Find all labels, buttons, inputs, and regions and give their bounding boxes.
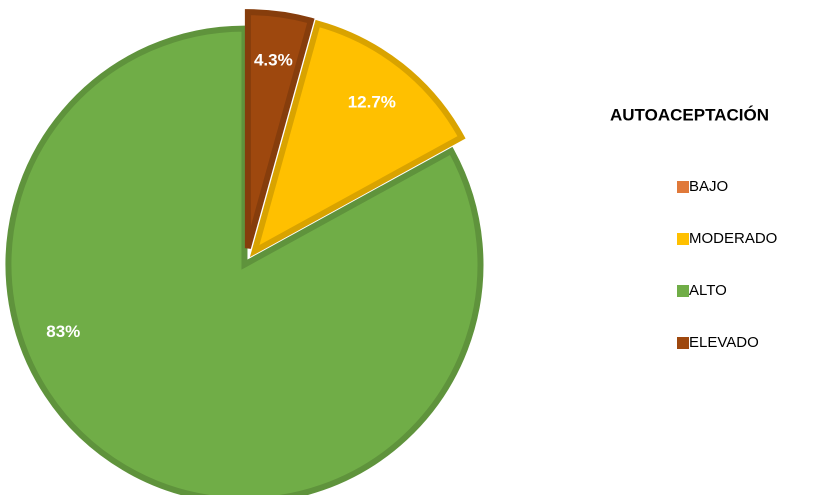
- legend-swatch: [677, 233, 689, 245]
- pie-slice: [244, 9, 315, 249]
- legend-label: MODERADO: [689, 230, 777, 247]
- legend-swatch: [677, 181, 689, 193]
- legend-label: BAJO: [689, 178, 728, 195]
- pie-slice: [5, 25, 484, 500]
- legend-swatch: [677, 337, 689, 349]
- value-label: 83%: [46, 322, 80, 341]
- legend-label: ELEVADO: [689, 334, 759, 351]
- legend-title: AUTOACEPTACIÓN: [610, 105, 769, 124]
- value-label: 4.3%: [254, 51, 293, 70]
- value-label: 12.7%: [348, 92, 396, 111]
- pie-slice: [249, 19, 466, 258]
- legend-label: ALTO: [689, 282, 727, 299]
- legend-swatch: [677, 285, 689, 297]
